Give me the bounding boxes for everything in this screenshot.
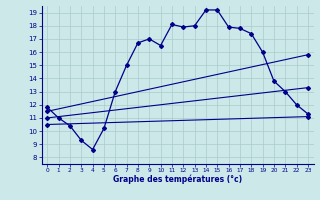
X-axis label: Graphe des températures (°c): Graphe des températures (°c)	[113, 175, 242, 184]
